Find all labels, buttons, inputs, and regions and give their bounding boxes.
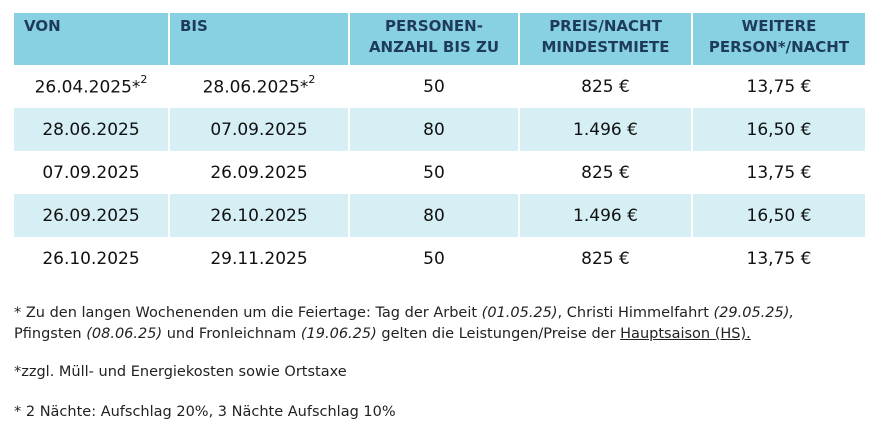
- header-bis: BIS: [170, 13, 350, 65]
- cell-von-text: 26.04.2025*: [34, 77, 141, 98]
- cell-personen: 80: [350, 194, 520, 237]
- cell-bis: 07.09.2025: [170, 108, 350, 151]
- cell-bis: 29.11.2025: [170, 237, 350, 280]
- cell-personen: 80: [350, 108, 520, 151]
- note-text: .: [746, 326, 751, 342]
- hauptsaison-link[interactable]: Hauptsaison (HS): [620, 326, 747, 342]
- cell-preis: 825 €: [520, 151, 693, 194]
- header-personen-line1: PERSONEN-: [385, 17, 483, 35]
- cell-von: 07.09.2025: [14, 151, 170, 194]
- header-weitere-line1: WEITERE: [741, 17, 817, 35]
- footnote-extra-costs: *zzgl. Müll- und Energiekosten sowie Ort…: [14, 364, 347, 380]
- cell-von: 26.04.2025*2: [14, 65, 170, 108]
- header-preis-line1: PREIS/NACHT: [549, 17, 662, 35]
- note-text: und Fronleichnam: [162, 326, 301, 342]
- footnote-surcharge: * 2 Nächte: Aufschlag 20%, 3 Nächte Aufs…: [14, 404, 396, 420]
- table-row: 28.06.2025 07.09.2025 80 1.496 € 16,50 €: [14, 108, 865, 151]
- footnote-marker: 2: [140, 72, 148, 86]
- cell-bis: 26.10.2025: [170, 194, 350, 237]
- table-row: 07.09.2025 26.09.2025 50 825 € 13,75 €: [14, 151, 865, 194]
- price-table: VON BIS PERSONEN- ANZAHL BIS ZU PREIS/NA…: [14, 13, 865, 280]
- note-text: gelten die Leistungen/Preise der: [376, 326, 621, 342]
- cell-weitere: 13,75 €: [746, 248, 812, 269]
- cell-preis: 825 €: [520, 65, 693, 108]
- header-preis-line2: MINDESTMIETE: [541, 38, 670, 56]
- header-personen-line2: ANZAHL BIS ZU: [368, 38, 500, 56]
- cell-preis: 825 €: [520, 237, 693, 280]
- cell-personen: 50: [350, 151, 520, 194]
- note-date: (01.05.25): [481, 305, 558, 321]
- cell-preis: 1.496 €: [520, 108, 693, 151]
- cell-personen: 50: [350, 237, 520, 280]
- note-date: (29.05.25),: [713, 305, 795, 321]
- note-text: Pfingsten: [14, 326, 87, 342]
- footnotes: * Zu den langen Wochenenden um die Feier…: [14, 303, 884, 423]
- footnote-marker: 2: [308, 72, 316, 86]
- header-von: VON: [14, 13, 170, 65]
- cell-weitere: 13,75 €: [746, 76, 812, 97]
- note-text: , Christi Himmelfahrt: [557, 305, 714, 321]
- cell-bis: 26.09.2025: [170, 151, 350, 194]
- cell-bis: 28.06.2025*2: [170, 65, 350, 108]
- cell-weitere: 16,50 €: [693, 108, 865, 151]
- cell-preis: 1.496 €: [520, 194, 693, 237]
- cell-personen: 50: [350, 65, 520, 108]
- header-weitere: WEITERE PERSON*/NACHT: [693, 13, 865, 65]
- cell-bis-text: 28.06.2025*: [202, 77, 309, 98]
- table-row: 26.09.2025 26.10.2025 80 1.496 € 16,50 €: [14, 194, 865, 237]
- cell-weitere: 16,50 €: [693, 194, 865, 237]
- cell-von: 26.09.2025: [14, 194, 170, 237]
- cell-von: 28.06.2025: [14, 108, 170, 151]
- header-weitere-line2: PERSON*/NACHT: [708, 38, 850, 56]
- table-row: 26.10.2025 29.11.2025 50 825 € 13,75 €: [14, 237, 865, 280]
- cell-weitere: 13,75 €: [746, 162, 812, 183]
- cell-von: 26.10.2025: [14, 237, 170, 280]
- footnote-holidays: * Zu den langen Wochenenden um die Feier…: [14, 303, 884, 345]
- table-row: 26.04.2025*2 28.06.2025*2 50 825 € 13,75…: [14, 65, 865, 108]
- note-date: (19.06.25): [300, 326, 377, 342]
- header-personen: PERSONEN- ANZAHL BIS ZU: [350, 13, 520, 65]
- table-header-row: VON BIS PERSONEN- ANZAHL BIS ZU PREIS/NA…: [14, 13, 865, 65]
- header-preis: PREIS/NACHT MINDESTMIETE: [520, 13, 693, 65]
- note-text: * Zu den langen Wochenenden um die Feier…: [14, 305, 482, 321]
- note-date: (08.06.25): [86, 326, 163, 342]
